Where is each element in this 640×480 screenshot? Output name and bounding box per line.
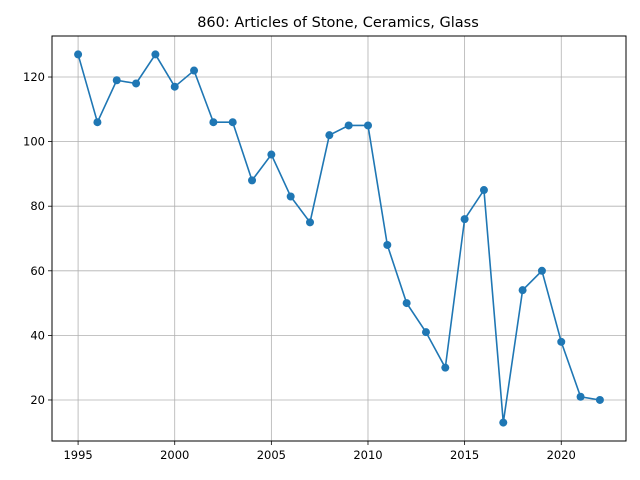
data-point bbox=[151, 50, 160, 59]
data-point bbox=[209, 118, 218, 127]
chart-title: 860: Articles of Stone, Ceramics, Glass bbox=[197, 15, 479, 31]
data-point bbox=[595, 395, 604, 404]
y-tick-label: 60 bbox=[30, 264, 45, 278]
y-tick-label: 20 bbox=[30, 393, 45, 407]
data-point bbox=[190, 66, 199, 75]
data-point bbox=[499, 418, 508, 427]
y-tick-label: 40 bbox=[30, 328, 45, 342]
series-line bbox=[74, 50, 604, 427]
x-tick-label: 2015 bbox=[450, 448, 479, 462]
x-tick-label: 2020 bbox=[547, 448, 576, 462]
data-point bbox=[363, 121, 372, 130]
y-tick-label: 120 bbox=[23, 70, 45, 84]
data-point bbox=[132, 79, 141, 88]
data-point bbox=[344, 121, 353, 130]
data-point bbox=[267, 150, 276, 159]
data-point bbox=[479, 186, 488, 195]
data-point bbox=[537, 266, 546, 275]
data-point bbox=[402, 299, 411, 308]
data-point bbox=[228, 118, 237, 127]
x-tick-label: 2010 bbox=[353, 448, 382, 462]
plot-area bbox=[52, 36, 626, 441]
series-polyline bbox=[77, 52, 601, 423]
data-point bbox=[441, 363, 450, 372]
data-point bbox=[460, 215, 469, 224]
data-point bbox=[93, 118, 102, 127]
x-axis: 1995 2000 2005 2010 2015 2020 bbox=[63, 441, 576, 462]
x-tick-label: 1995 bbox=[63, 448, 92, 462]
data-point bbox=[557, 337, 566, 346]
y-axis: 20 40 60 80 100 120 bbox=[23, 70, 52, 407]
data-point bbox=[325, 131, 334, 140]
gridlines bbox=[52, 36, 626, 441]
data-point bbox=[421, 328, 430, 337]
data-point bbox=[518, 286, 527, 295]
data-point bbox=[383, 240, 392, 249]
data-point bbox=[286, 192, 295, 201]
data-point bbox=[112, 76, 121, 85]
data-point bbox=[170, 82, 179, 91]
data-point bbox=[74, 50, 83, 59]
y-tick-label: 100 bbox=[23, 135, 45, 149]
y-tick-label: 80 bbox=[30, 199, 45, 213]
data-point bbox=[306, 218, 315, 227]
x-tick-label: 2000 bbox=[160, 448, 189, 462]
plot-frame bbox=[51, 35, 627, 442]
x-tick-label: 2005 bbox=[257, 448, 286, 462]
data-point bbox=[576, 392, 585, 401]
data-point bbox=[248, 176, 257, 185]
